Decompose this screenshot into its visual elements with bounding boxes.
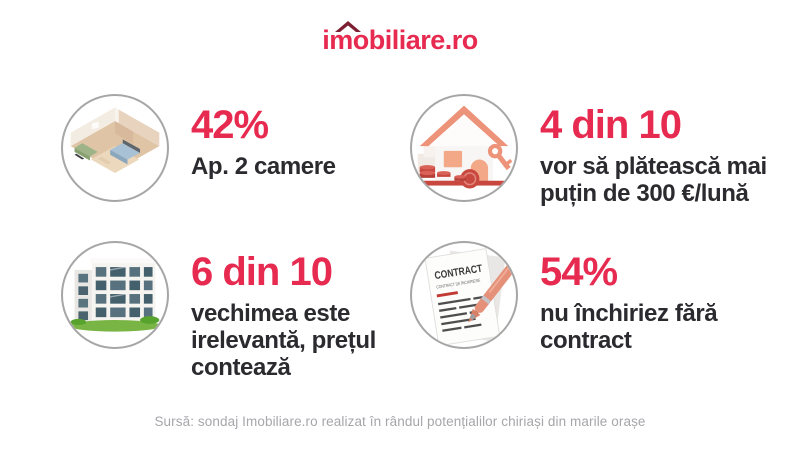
- stat-label-line: puțin de 300 €/lună: [540, 180, 749, 207]
- logo-house-roof-icon: [335, 21, 362, 32]
- stat-block-vechime: 6 din 10 vechimea este irelevantă, prețu…: [61, 241, 376, 381]
- contract-pen-icon: CONTRACT CONTRACT DE ÎNCHIRIERE: [410, 241, 518, 349]
- stat-value: 54%: [540, 250, 618, 294]
- stat-label-line: vechimea este: [191, 300, 350, 327]
- header: imobiliare.ro: [0, 21, 800, 56]
- apartment-floorplan-icon: [61, 94, 169, 202]
- stat-label-line: contract: [540, 327, 632, 354]
- logo-text: imobiliare.ro: [322, 25, 478, 55]
- stat-value: 42%: [191, 103, 269, 147]
- stat-text: 42% Ap. 2 camere: [191, 104, 336, 180]
- stat-block-contract: CONTRACT CONTRACT DE ÎNCHIRIERE: [410, 241, 718, 354]
- stat-value: 4 din 10: [540, 103, 682, 147]
- stat-label-line: contează: [191, 354, 291, 381]
- apartment-building-icon: [61, 241, 169, 349]
- stat-text: 54% nu închiriez fără contract: [540, 250, 718, 354]
- stat-label-line: irelevantă, prețul: [191, 327, 376, 354]
- stat-label-line: nu închiriez fără: [540, 300, 718, 327]
- stat-label-line: Ap. 2 camere: [191, 153, 336, 180]
- stat-text: 6 din 10 vechimea este irelevantă, prețu…: [191, 251, 376, 381]
- source-note: Sursă: sondaj Imobiliare.ro realizat în …: [154, 414, 646, 429]
- imobiliare-logo: imobiliare.ro: [322, 21, 478, 56]
- stat-label-line: vor să plătească mai: [540, 153, 767, 180]
- stat-block-buget-chirie: 4 din 10 vor să plătească mai puțin de 3…: [410, 94, 767, 207]
- stat-value: 6 din 10: [191, 250, 333, 294]
- stat-block-ap-2-camere: 42% Ap. 2 camere: [61, 94, 336, 202]
- stat-text: 4 din 10 vor să plătească mai puțin de 3…: [540, 104, 767, 207]
- house-money-icon: [410, 94, 518, 202]
